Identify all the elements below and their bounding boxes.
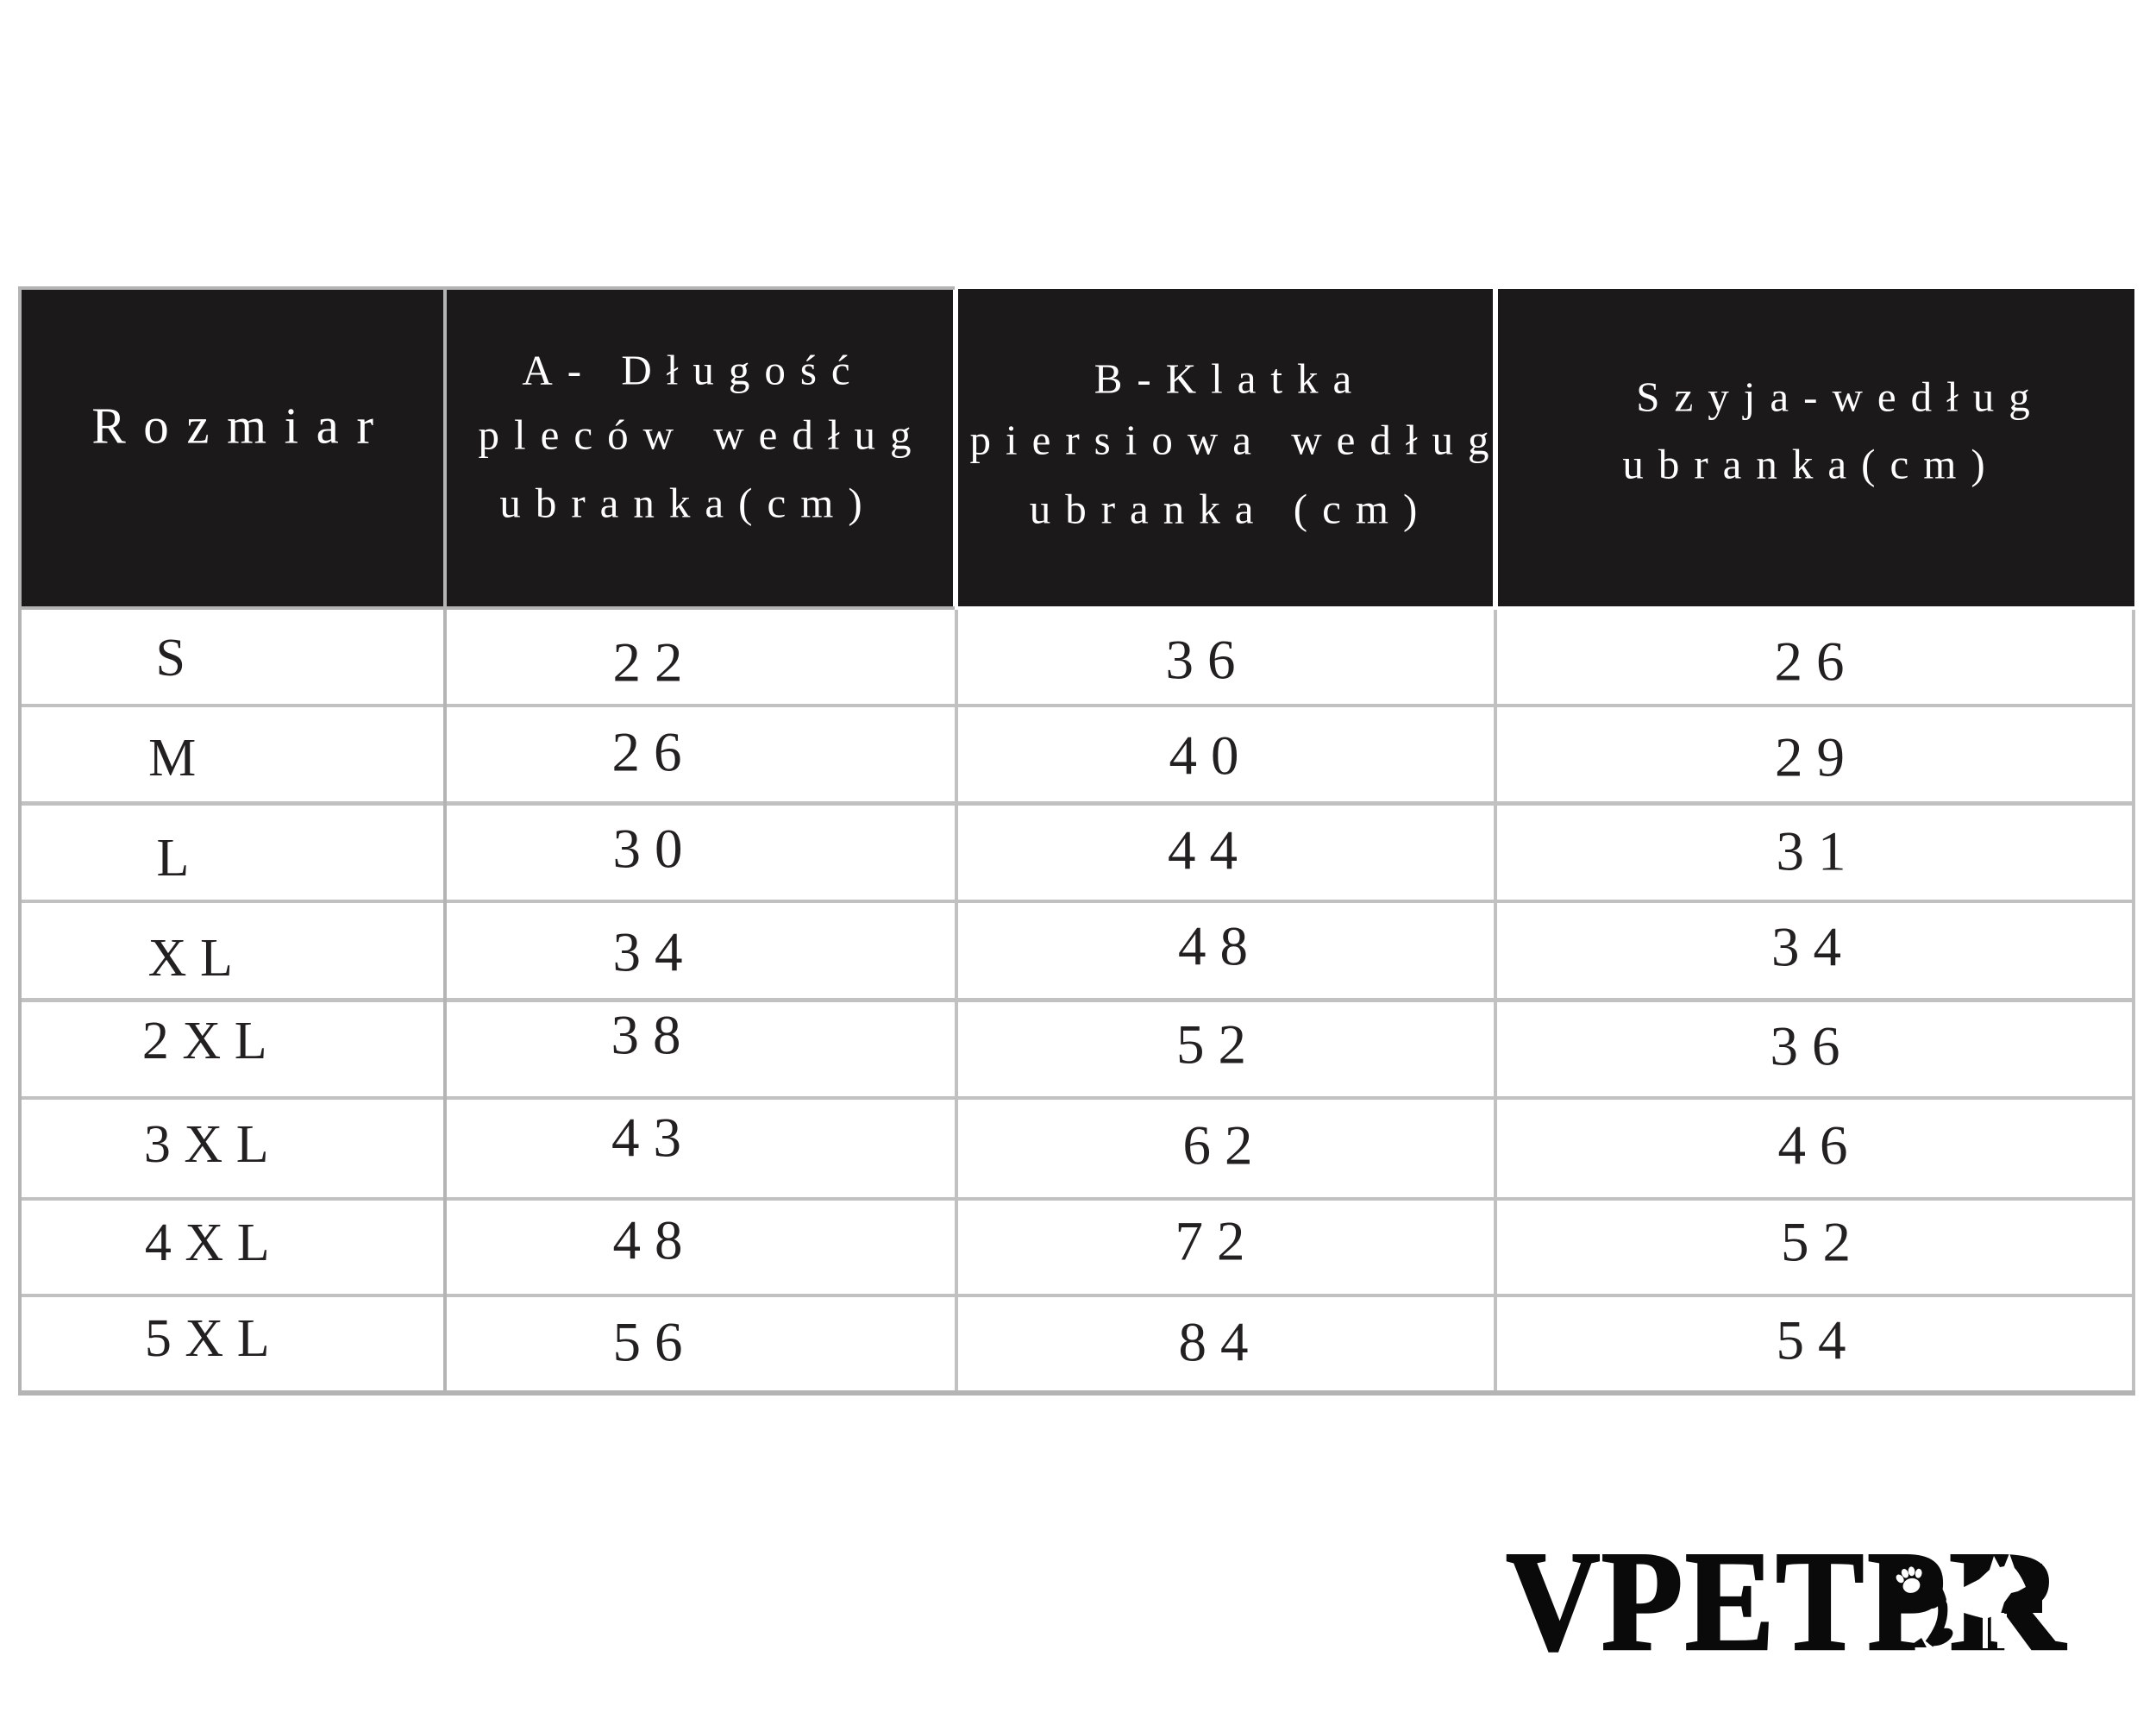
svg-text:T: T bbox=[1776, 1521, 1865, 1680]
svg-text:V: V bbox=[1506, 1521, 1600, 1680]
svg-text:E: E bbox=[1685, 1521, 1775, 1680]
svg-text:P: P bbox=[1601, 1521, 1683, 1680]
